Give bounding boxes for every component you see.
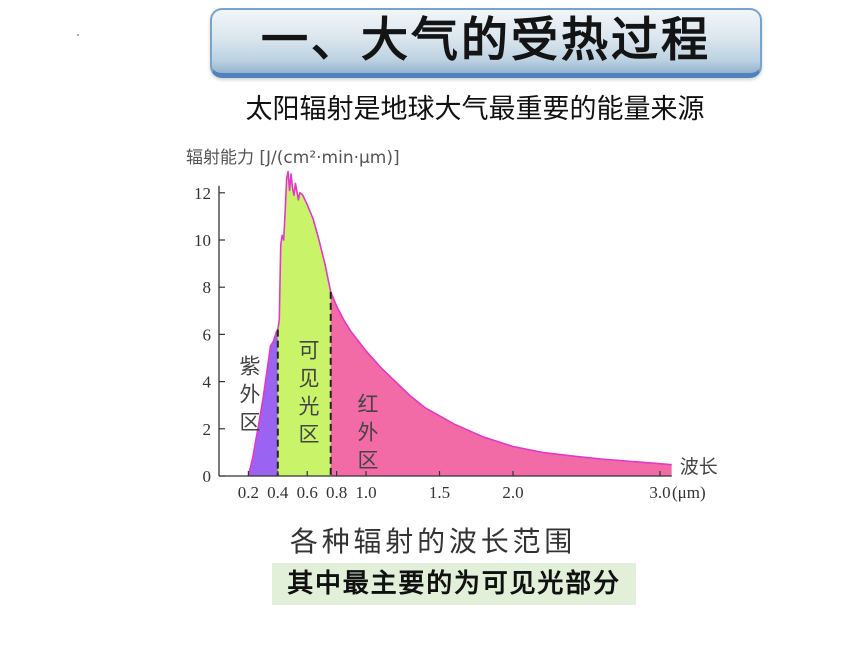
infrared-region-label: 红外区 (355, 393, 379, 477)
x-tick-label: 0.2 (238, 483, 259, 502)
infrared-region-area (330, 291, 672, 476)
y-tick-label: 2 (203, 420, 212, 439)
slide-subtitle: 太阳辐射是地球大气最重要的能量来源 (245, 94, 705, 125)
visible-region-area (277, 171, 331, 476)
highlight-note: 其中最主要的为可见光部分 (272, 563, 636, 605)
y-tick-label: 12 (194, 184, 211, 203)
x-tick-label: 0.8 (326, 483, 347, 502)
y-tick-label: 10 (194, 231, 211, 250)
x-axis-title: 波长 (680, 456, 718, 478)
decor-dot (77, 34, 79, 36)
y-tick-label: 0 (203, 467, 212, 486)
x-tick-label: 1.5 (429, 483, 450, 502)
x-tick-label: 0.6 (297, 483, 318, 502)
slide-title: 一、大气的受热过程 (261, 13, 711, 68)
x-tick-label: 0.4 (267, 483, 289, 502)
y-tick-label: 8 (203, 278, 212, 297)
x-tick-label: 3.0 (649, 483, 670, 502)
ultraviolet-region-label: 紫外区 (237, 355, 261, 439)
x-tick-label: 1.0 (355, 483, 376, 502)
y-axis-title: 辐射能力 [J/(cm²·min·μm)] (186, 148, 400, 168)
figure-caption: 各种辐射的波长范围 (289, 525, 577, 558)
x-tick-label: 2.0 (502, 483, 523, 502)
x-axis-unit: (μm) (672, 483, 706, 502)
y-tick-label: 4 (203, 373, 212, 392)
y-tick-label: 6 (203, 325, 212, 344)
visible-region-label: 可见光区 (296, 339, 320, 451)
title-banner: 一、大气的受热过程 (210, 8, 762, 78)
